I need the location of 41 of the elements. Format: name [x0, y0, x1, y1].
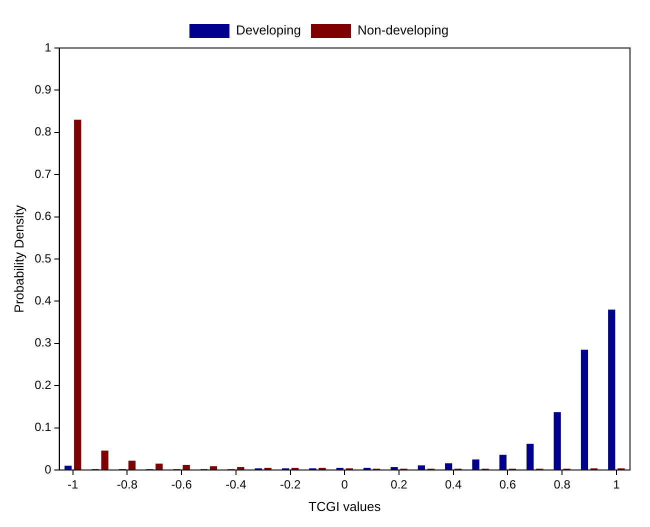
y-tick-label: 0.6 — [34, 209, 52, 224]
bar — [526, 444, 534, 470]
y-tick-label: 0.8 — [34, 124, 52, 139]
y-tick-label: 0 — [44, 462, 52, 476]
legend-label: Developing — [236, 22, 301, 38]
x-tick-label: -0.2 — [280, 478, 301, 492]
x-tick-label: -0.4 — [226, 478, 247, 492]
y-tick-label: 0.7 — [34, 166, 52, 181]
y-tick-label: 0.9 — [34, 82, 52, 97]
bar — [445, 463, 452, 470]
bar — [64, 466, 72, 470]
x-tick-label: -0.8 — [116, 478, 138, 492]
x-tick-label: 1 — [613, 478, 620, 492]
y-tick-label: 0.4 — [34, 294, 52, 308]
bar — [472, 459, 480, 470]
y-tick-label: 1 — [44, 40, 52, 54]
x-tick-label: -0.6 — [171, 478, 192, 492]
bar — [101, 450, 108, 470]
x-tick-label: 0.8 — [554, 478, 571, 492]
bar — [156, 464, 163, 470]
bar — [74, 120, 82, 470]
x-axis-title: TCGI values — [308, 498, 382, 514]
bar — [128, 460, 136, 470]
bar — [608, 310, 616, 470]
y-tick-label: 0.2 — [34, 378, 52, 392]
y-tick-label: 0.5 — [34, 251, 52, 266]
x-tick-label: 0 — [341, 478, 348, 492]
x-tick-label: -1 — [68, 478, 79, 492]
bar — [554, 412, 561, 470]
y-tick-label: 0.3 — [34, 336, 52, 350]
bar — [499, 454, 507, 470]
y-axis-title: Probability Density — [11, 204, 26, 313]
x-tick-label: 0.2 — [390, 478, 408, 492]
bar — [418, 465, 425, 470]
bar — [580, 350, 588, 470]
y-tick-label: 0.1 — [34, 420, 52, 434]
x-tick-label: 0.6 — [499, 478, 516, 492]
bar — [210, 466, 218, 470]
legend-label: Non-developing — [357, 22, 449, 38]
bar — [182, 464, 190, 470]
x-tick-label: 0.4 — [445, 478, 462, 492]
